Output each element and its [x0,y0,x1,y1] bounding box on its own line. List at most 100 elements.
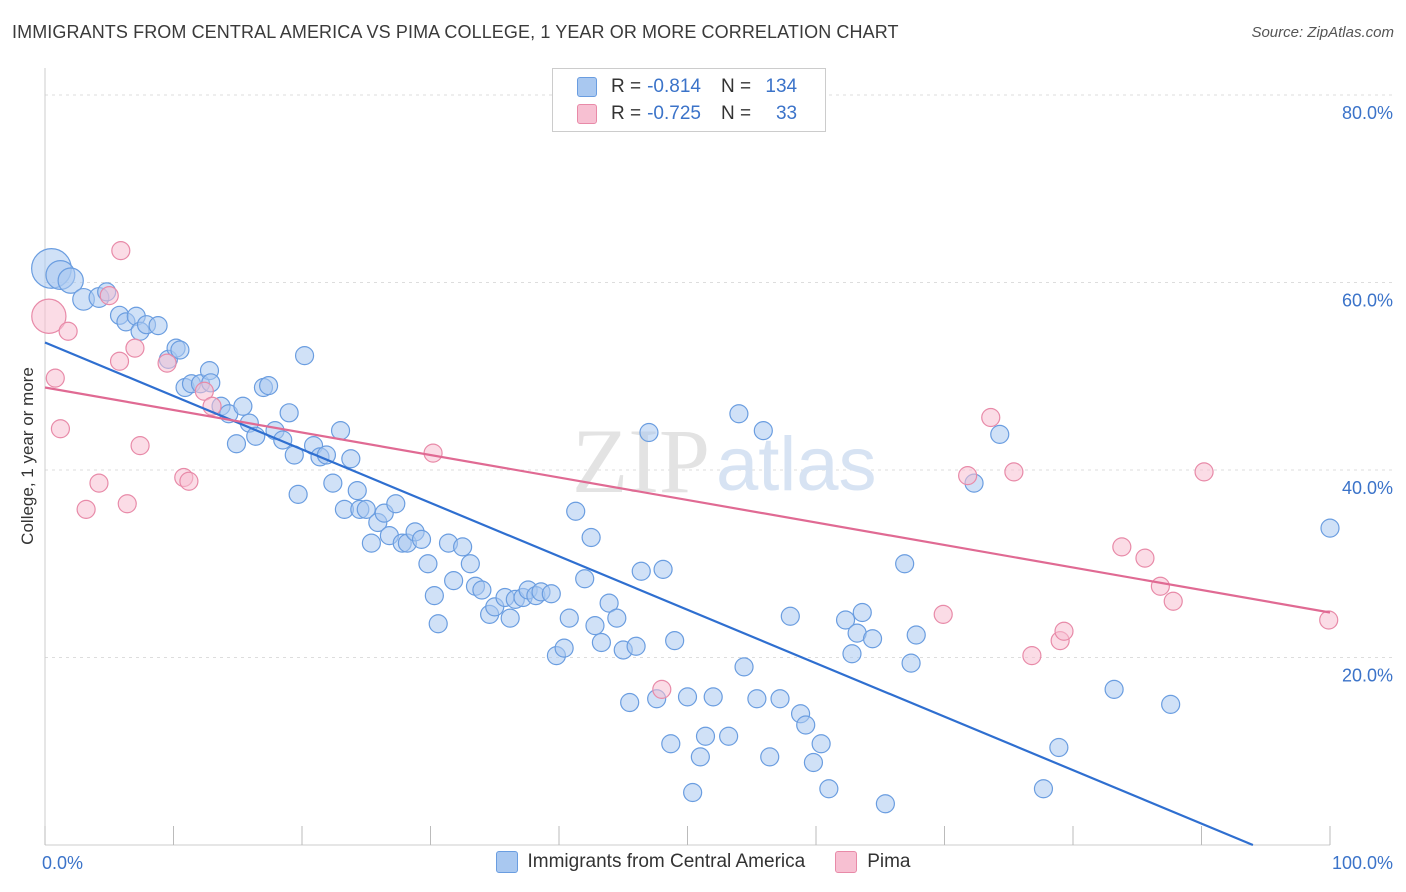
central-america-point [1104,679,1124,699]
pima-point [117,494,137,514]
legend-r-value: -0.814 [647,76,701,97]
pima-point [1150,576,1170,596]
pima-point [1135,548,1155,568]
central-america-point [599,593,619,613]
central-america-point [323,473,343,493]
pima-point [130,436,150,456]
legend-row-pima: R = -0.725 N = 33 [577,101,797,127]
central-america-point [661,734,681,754]
central-america-point [1033,779,1054,799]
pima-point [1319,610,1339,630]
central-america-point [803,752,824,773]
central-america-point [279,403,299,423]
central-america-point [428,614,448,634]
pima-point [157,353,177,373]
y-tick-label: 20.0% [1342,666,1393,686]
central-america-point [796,715,816,735]
pima-point [933,604,953,624]
central-america-point [811,734,831,754]
central-america-point [330,421,351,441]
pima-point [31,298,67,334]
legend-n-value: 134 [765,76,798,97]
legend-swatch-pink [577,104,597,124]
central-america-point [753,421,773,441]
central-america-point [990,424,1010,444]
central-america-point [170,340,190,360]
central-america-point [852,602,872,623]
pima-point [194,381,214,401]
legend-n-value: 33 [775,103,798,124]
y-tick-label: 80.0% [1342,103,1393,123]
central-america-point [273,430,293,450]
central-america-point [566,501,586,521]
central-america-point [677,687,698,707]
pima-point [125,338,145,358]
pima-point [423,443,443,463]
pima-point [652,679,672,699]
central-america-point [835,610,856,630]
x-tick-label: 100.0% [1332,853,1393,873]
central-america-point [294,346,315,366]
pima-point [1054,621,1074,641]
central-america-point [703,687,723,707]
pima-point [58,321,78,341]
central-america-point [57,267,84,294]
pima-point [111,241,131,261]
central-america-point [356,499,376,519]
central-america-point [780,606,800,626]
pima-point [179,471,199,491]
central-america-point [347,481,367,501]
legend-r-value: -0.725 [647,103,701,124]
pima-point [958,466,978,486]
central-america-point [258,376,279,396]
central-america-point [665,631,685,651]
central-america-point [906,625,926,645]
central-america-point [862,629,883,649]
central-america-point [148,316,168,336]
correlation-legend: R = -0.814 N = 134 R = -0.725 N = 33 [552,68,826,132]
central-america-point [341,449,361,469]
central-america-point [500,608,520,628]
central-america-point [386,494,406,514]
central-america-point [819,779,839,799]
pima-point [1112,537,1132,557]
central-america-point [683,782,703,803]
central-america-point [559,608,579,628]
series-legend: Immigrants from Central America Pima [0,851,1406,873]
central-america-point [233,396,253,416]
x-tick-label: 0.0% [42,853,83,873]
central-america-point [639,422,659,443]
pima-point [89,473,109,493]
series-swatch-pink [835,851,858,873]
central-america-point [288,484,308,504]
y-tick-label: 60.0% [1342,291,1393,311]
central-america-point [653,559,673,579]
pima-point [99,286,119,306]
pima-point [1022,646,1042,666]
central-america-point [1320,518,1340,538]
central-america-point [729,404,749,424]
central-america-point [554,638,574,658]
central-america-point [626,636,646,656]
legend-r-label: R = [611,76,642,97]
pima-point [1163,591,1183,611]
pima-trendline [44,386,1331,614]
chart-source: Source: ZipAtlas.com [1251,24,1394,41]
y-tick-label: 40.0% [1342,478,1393,498]
central-america-point [361,533,381,553]
central-america-point [453,537,473,557]
central-america-point [460,554,480,574]
central-america-point [424,586,444,606]
central-america-point [875,794,895,814]
series-swatch-blue [495,851,518,873]
central-america-trendline [44,341,1254,847]
central-america-point [747,689,767,709]
central-america-point [591,632,612,653]
legend-n-label: N = [720,76,752,97]
pima-point [50,419,71,439]
watermark-zip: ZIP [572,410,710,512]
pima-point [109,351,130,371]
legend-r-label: R = [611,103,642,124]
legend-swatch-blue [577,77,597,97]
